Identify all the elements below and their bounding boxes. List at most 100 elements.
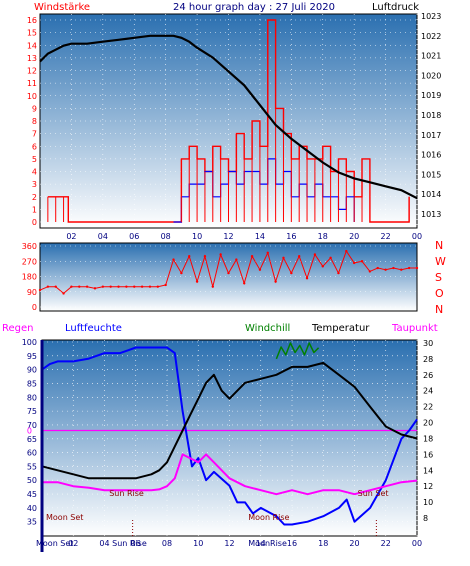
direction-point (258, 268, 262, 271)
direction-point (62, 292, 65, 295)
humidity-tick-label: 35 (27, 518, 37, 527)
time-tick-label: 00 (412, 539, 422, 548)
wind-tick-label: 13 (27, 54, 37, 63)
time-tick-label: 04 (98, 232, 108, 241)
direction-point (133, 285, 136, 288)
temperature-tick-label: 22 (423, 403, 433, 412)
direction-point (360, 260, 364, 263)
compass-label: N (435, 303, 443, 316)
time-tick-label: 04 (99, 539, 109, 548)
direction-point (352, 261, 356, 265)
direction-point (180, 271, 183, 275)
time-tick-label: 20 (349, 232, 359, 241)
direction-point (415, 266, 419, 270)
direction-point (297, 254, 301, 258)
temperature-tick-label: 18 (423, 434, 433, 443)
direction-point (140, 285, 144, 288)
moon-rise-annotation: Moon Rise (248, 513, 289, 522)
time-tick-label: 08 (161, 232, 171, 241)
direction-point (376, 266, 379, 270)
direction-point (203, 254, 207, 258)
pressure-tick-label: 1018 (421, 111, 441, 120)
humidity-tick-label: 55 (27, 462, 37, 471)
direction-tick-label: 0 (32, 303, 37, 312)
direction-point (274, 280, 277, 283)
direction-point (156, 285, 160, 288)
windchill-label: Windchill (245, 323, 290, 334)
moon-set-annotation: Moon Set (46, 513, 83, 522)
temperature-tick-label: 20 (423, 419, 433, 428)
temp-humidity-series (41, 342, 418, 526)
wind-axis-title: Windstärke (34, 2, 90, 13)
temperature-tick-label: 26 (423, 371, 433, 380)
pressure-tick-label: 1021 (421, 52, 441, 61)
time-tick-label: 14 (256, 539, 266, 548)
direction-point (227, 271, 230, 275)
astro-annotations: Moon Set Moon Rise Sun Rise Sun Set Moon Set… (36, 489, 389, 548)
humidity-tick-label: 70 (27, 421, 37, 430)
humidity-tick-label: 65 (27, 435, 37, 444)
dewpoint-label: Taupunkt (391, 323, 438, 334)
time-tick-label: 02 (66, 232, 76, 241)
humidity-tick-label: 95 (27, 352, 37, 361)
wind-tick-label: 15 (27, 29, 37, 38)
direction-point (219, 253, 222, 256)
pressure-tick-label: 1022 (421, 32, 441, 41)
pressure-tick-label: 1016 (421, 151, 441, 160)
temperature-tick-label: 16 (423, 450, 433, 459)
time-tick-label: 18 (318, 232, 328, 241)
wind-tick-label: 11 (27, 79, 37, 88)
direction-point (313, 253, 317, 256)
direction-point (282, 256, 285, 260)
temperature-tick-label: 14 (423, 466, 433, 475)
pressure-line (39, 34, 418, 200)
compass-label: W (435, 255, 446, 268)
direction-point (235, 258, 238, 261)
temperature-tick-label: 10 (423, 498, 433, 507)
wind-direction-series (38, 249, 419, 295)
direction-tick-label: 90 (27, 288, 37, 297)
time-tick-label: 22 (381, 539, 391, 548)
temperature-line (41, 361, 418, 480)
wind-tick-label: 4 (32, 168, 37, 177)
windchill-line (275, 342, 320, 360)
sun-set-annotation: Sun Set (358, 489, 389, 498)
direction-point (38, 288, 42, 292)
direction-point (117, 285, 120, 288)
time-tick-label: 22 (380, 232, 390, 241)
direction-point (46, 285, 50, 288)
wind-tick-label: 2 (32, 193, 37, 202)
direction-point (125, 285, 128, 288)
time-tick-label: 08 (162, 539, 172, 548)
direction-point (384, 268, 387, 271)
direction-point (329, 256, 332, 260)
wind-pressure-series (39, 19, 418, 223)
direction-point (172, 258, 175, 261)
wind-tick-label: 10 (27, 92, 37, 101)
temperature-tick-label: 24 (423, 387, 433, 396)
x-sun-rise-label: Sun Rise (112, 539, 147, 548)
wind-direction-plot-area (39, 242, 418, 312)
pressure-axis-title: Luftdruck (372, 2, 419, 13)
direction-point (85, 285, 89, 288)
time-tick-label: 18 (318, 539, 328, 548)
time-tick-label: 10 (192, 232, 202, 241)
compass-label: S (435, 271, 442, 284)
direction-point (407, 266, 411, 270)
wind-tick-label: 14 (27, 41, 37, 50)
direction-point (337, 271, 340, 275)
direction-point (101, 285, 105, 288)
wind-tick-label: 12 (27, 67, 37, 76)
temp-humidity-axes: 3540455055606570758085909510081012141618… (22, 338, 433, 552)
humidity-tick-label: 50 (27, 476, 37, 485)
wind-tick-label: 9 (32, 104, 37, 113)
time-tick-label: 02 (68, 539, 78, 548)
time-tick-label: 06 (129, 232, 139, 241)
humidity-label: Luftfeuchte (65, 323, 122, 334)
x-moon-set-label: Moon Set (36, 539, 73, 548)
temperature-tick-label: 8 (423, 514, 428, 523)
humidity-line (41, 346, 418, 526)
humidity-tick-label: 100 (22, 338, 37, 347)
chart-title: 24 hour graph day : 27 Juli 2020 (173, 2, 335, 13)
